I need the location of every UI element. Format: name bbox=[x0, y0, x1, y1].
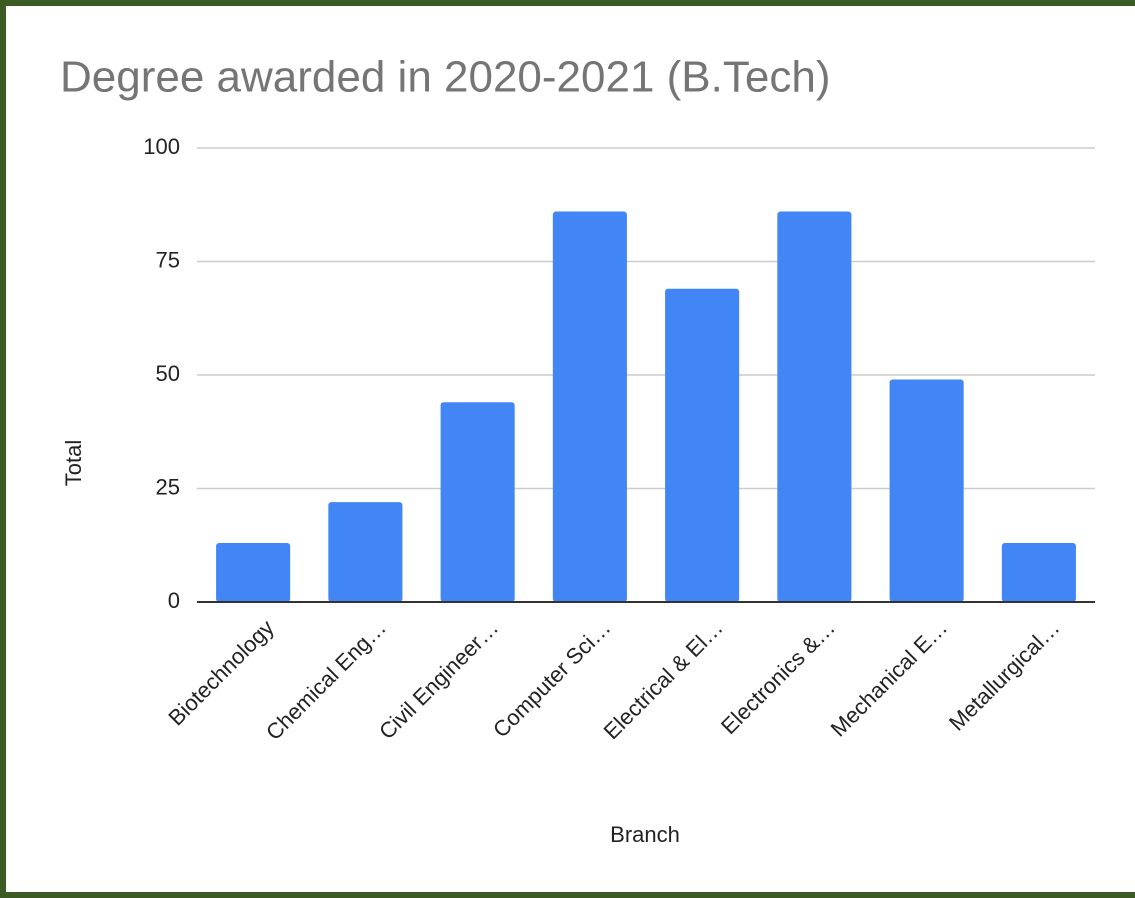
bar bbox=[665, 288, 740, 602]
x-axis-label: Branch bbox=[610, 822, 680, 847]
bar bbox=[777, 211, 852, 602]
bar bbox=[889, 379, 964, 602]
y-tick-label: 75 bbox=[156, 247, 180, 272]
chart-title: Degree awarded in 2020-2021 (B.Tech) bbox=[60, 53, 830, 102]
bar bbox=[440, 402, 515, 602]
y-axis-label: Total bbox=[61, 440, 86, 486]
y-tick-label: 50 bbox=[156, 361, 180, 386]
y-tick-label: 100 bbox=[143, 134, 180, 159]
bar bbox=[216, 542, 291, 602]
y-tick-label: 25 bbox=[156, 474, 180, 499]
bar bbox=[328, 502, 403, 602]
y-tick-label: 0 bbox=[168, 588, 180, 613]
bar bbox=[552, 211, 627, 602]
bar bbox=[1001, 542, 1076, 602]
